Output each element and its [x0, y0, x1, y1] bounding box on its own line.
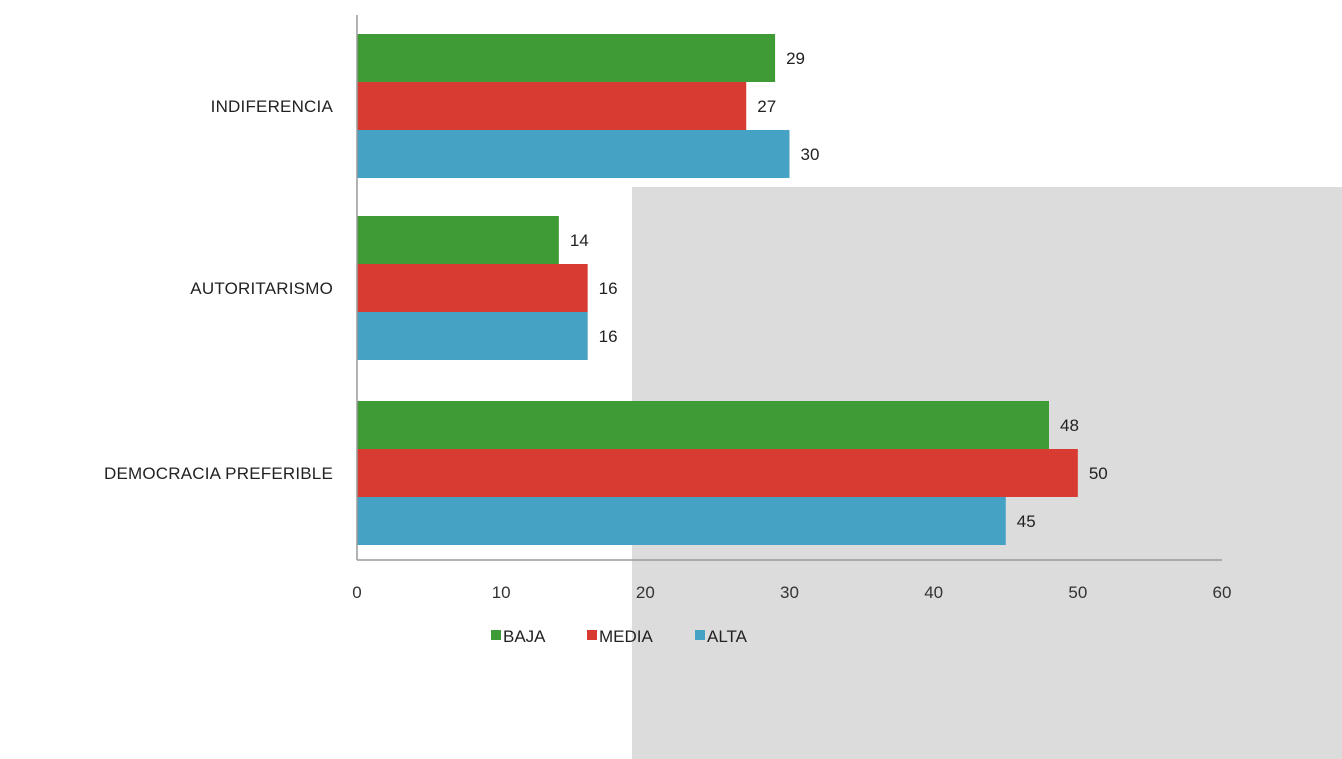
category-label-indiferencia: INDIFERENCIA: [211, 97, 334, 116]
legend-label-baja: BAJA: [503, 627, 546, 646]
bars-layer: [357, 34, 1078, 545]
category-labels-layer: INDIFERENCIA AUTORITARISMO DEMOCRACIA PREF…: [104, 97, 333, 483]
bar-autoritarismo-media: [357, 264, 588, 312]
category-label-autoritarismo: AUTORITARISMO: [190, 279, 333, 298]
legend-swatch-baja: [491, 630, 501, 640]
data-label-indiferencia-baja: 29: [786, 49, 805, 68]
axes-layer: [356, 15, 1222, 561]
x-tick-label-30: 30: [780, 583, 799, 602]
bar-autoritarismo-alta: [357, 312, 588, 360]
bar-autoritarismo-baja: [357, 216, 559, 264]
x-tick-label-0: 0: [352, 583, 361, 602]
data-label-democracia-preferible-alta: 45: [1017, 512, 1036, 531]
legend-label-alta: ALTA: [707, 627, 748, 646]
x-tick-label-10: 10: [492, 583, 511, 602]
bar-democracia-preferible-media: [357, 449, 1078, 497]
data-label-democracia-preferible-media: 50: [1089, 464, 1108, 483]
legend: BAJA MEDIA ALTA: [491, 627, 748, 646]
x-tick-label-60: 60: [1213, 583, 1232, 602]
category-label-democracia-preferible: DEMOCRACIA PREFERIBLE: [104, 464, 333, 483]
data-label-indiferencia-media: 27: [757, 97, 776, 116]
legend-swatch-alta: [695, 630, 705, 640]
legend-label-media: MEDIA: [599, 627, 654, 646]
x-tick-label-40: 40: [924, 583, 943, 602]
x-tick-label-50: 50: [1068, 583, 1087, 602]
x-tick-labels-layer: 0 10 20 30 40 50 60: [352, 583, 1231, 602]
data-label-autoritarismo-media: 16: [599, 279, 618, 298]
legend-swatch-media: [587, 630, 597, 640]
data-label-autoritarismo-baja: 14: [570, 231, 589, 250]
bar-indiferencia-baja: [357, 34, 776, 82]
data-label-autoritarismo-alta: 16: [599, 327, 618, 346]
x-tick-label-20: 20: [636, 583, 655, 602]
data-label-democracia-preferible-baja: 48: [1060, 416, 1079, 435]
bar-indiferencia-media: [357, 82, 747, 130]
data-labels-layer: 29 27 30 14 16 16 48 50 45: [570, 49, 1108, 531]
bar-democracia-preferible-baja: [357, 401, 1049, 449]
bar-indiferencia-alta: [357, 130, 790, 178]
bar-democracia-preferible-alta: [357, 497, 1006, 545]
data-label-indiferencia-alta: 30: [801, 145, 820, 164]
